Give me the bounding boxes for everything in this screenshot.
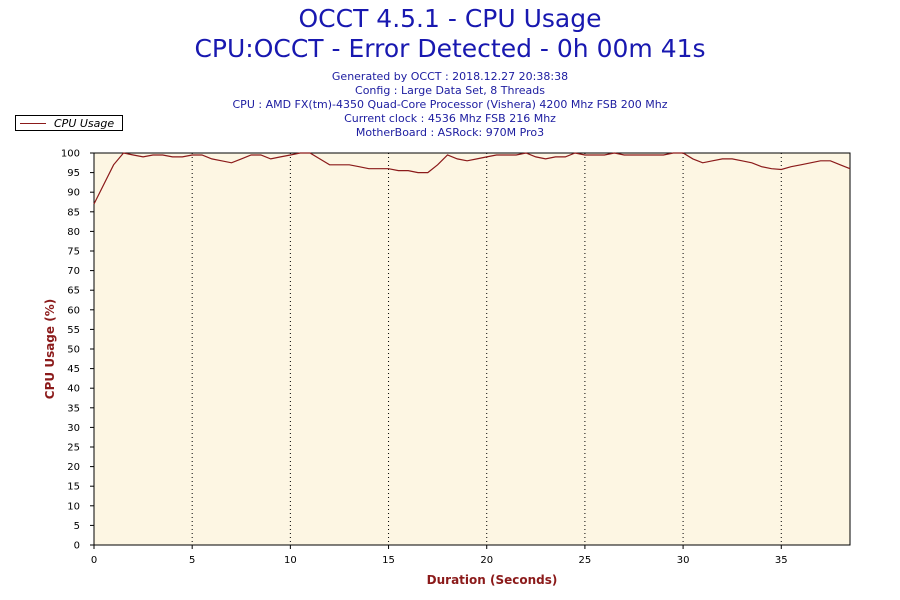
legend-swatch — [20, 123, 46, 124]
y-tick-label: 65 — [67, 286, 80, 297]
y-tick-label: 70 — [67, 266, 80, 277]
y-tick-label: 30 — [67, 423, 80, 434]
info-cpu: CPU : AMD FX(tm)-4350 Quad-Core Processo… — [232, 98, 668, 111]
x-tick-label: 30 — [677, 555, 690, 566]
x-tick-label: 35 — [775, 555, 788, 566]
legend-label: CPU Usage — [54, 117, 115, 130]
y-tick-label: 100 — [61, 149, 80, 160]
x-tick-label: 10 — [284, 555, 297, 566]
info-config: Config : Large Data Set, 8 Threads — [355, 84, 545, 97]
chart-subtitle: CPU:OCCT - Error Detected - 0h 00m 41s — [194, 34, 706, 63]
y-tick-label: 85 — [67, 207, 80, 218]
x-tick-label: 20 — [480, 555, 493, 566]
y-tick-label: 5 — [74, 521, 80, 532]
info-motherboard: MotherBoard : ASRock: 970M Pro3 — [355, 126, 545, 139]
x-tick-label: 5 — [189, 555, 195, 566]
y-axis-title: CPU Usage (%) — [43, 299, 57, 399]
series-line-cpu-usage — [93, 152, 851, 205]
x-tick-label: 25 — [579, 555, 592, 566]
x-axis-title: Duration (Seconds) — [427, 573, 558, 587]
y-tick-label: 90 — [67, 188, 80, 199]
legend: CPU Usage — [15, 115, 123, 131]
y-tick-label: 50 — [67, 345, 80, 356]
y-tick-label: 75 — [67, 247, 80, 258]
x-tick-label: 0 — [91, 555, 97, 566]
y-tick-label: 15 — [67, 482, 80, 493]
y-tick-label: 35 — [67, 403, 80, 414]
y-tick-label: 55 — [67, 325, 80, 336]
info-generated: Generated by OCCT : 2018.12.27 20:38:38 — [331, 70, 569, 83]
chart-title: OCCT 4.5.1 - CPU Usage — [298, 4, 602, 33]
y-tick-label: 25 — [67, 443, 80, 454]
plot-area — [93, 152, 851, 546]
y-tick-label: 0 — [74, 541, 80, 552]
x-tick-label: 15 — [382, 555, 395, 566]
y-tick-label: 10 — [67, 501, 80, 512]
info-current-clock: Current clock : 4536 Mhz FSB 216 Mhz — [344, 112, 556, 125]
y-tick-label: 40 — [67, 384, 80, 395]
y-tick-label: 60 — [67, 305, 80, 316]
y-tick-label: 45 — [67, 364, 80, 375]
y-tick-label: 80 — [67, 227, 80, 238]
y-tick-label: 20 — [67, 462, 80, 473]
y-tick-label: 95 — [67, 168, 80, 179]
